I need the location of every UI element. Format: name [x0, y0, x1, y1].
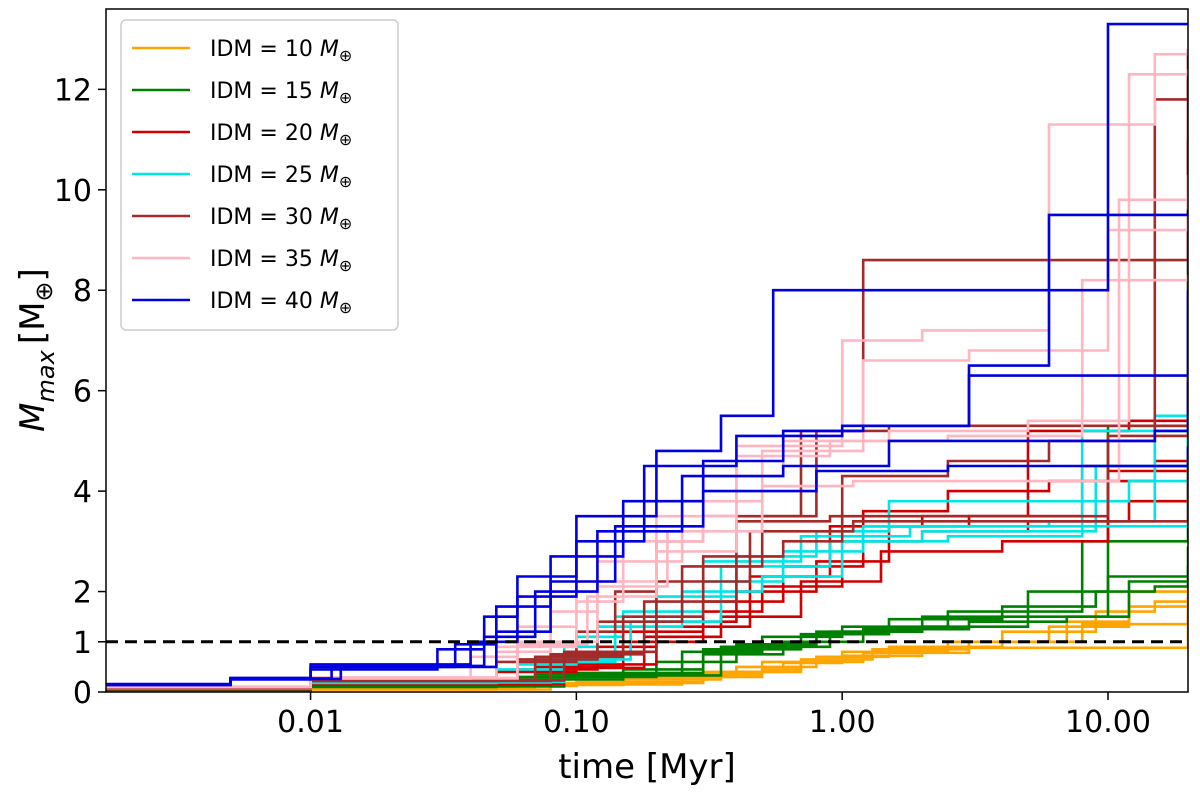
y-tick-label: 12 — [54, 73, 92, 108]
series-6-run-5 — [106, 194, 1188, 689]
y-tick-label: 10 — [54, 174, 92, 209]
y-axis-label-main: M — [13, 402, 53, 431]
x-tick-label: 0.10 — [543, 705, 610, 740]
legend-entry: IDM = 15 M⊕ — [132, 79, 352, 107]
legend-entry: IDM = 25 M⊕ — [132, 163, 352, 191]
plot-frame — [105, 8, 1189, 693]
legend: IDM = 10 M⊕ IDM = 15 M⊕ IDM = 20 M⊕ IDM = 2… — [120, 19, 399, 331]
series-7-run-5 — [106, 445, 1188, 687]
legend-label: IDM = 15 M⊕ — [210, 79, 352, 107]
y-tick-label: 8 — [73, 274, 92, 309]
x-tick-label: 0.01 — [277, 705, 344, 740]
series-2-run-5 — [106, 415, 1188, 692]
legend-entry: IDM = 40 M⊕ — [132, 289, 352, 317]
legend-entry: IDM = 30 M⊕ — [132, 205, 352, 233]
y-tick-label: 6 — [73, 375, 92, 410]
legend-entry: IDM = 10 M⊕ — [132, 37, 352, 65]
legend-box — [120, 19, 399, 331]
series-5-run-5 — [106, 450, 1188, 690]
y-axis-label-unit-sub: ⊕ — [30, 281, 58, 301]
legend-entry: IDM = 35 M⊕ — [132, 247, 352, 275]
legend-label: IDM = 35 M⊕ — [210, 247, 352, 275]
series-layer — [106, 22, 1188, 692]
y-axis-label-unit: [M — [13, 302, 53, 345]
x-axis: 0.01 0.10 1.00 10.00 — [277, 692, 1151, 740]
series-1-run-5 — [106, 576, 1188, 692]
x-tick-label: 1.00 — [809, 705, 876, 740]
legend-label: IDM = 40 M⊕ — [210, 289, 352, 317]
y-axis-label: Mmax [M⊕] — [13, 268, 60, 432]
y-tick-label: 2 — [73, 576, 92, 611]
y-axis-label-close: ] — [13, 268, 53, 281]
x-axis-label: time [Myr] — [558, 747, 736, 787]
series-7-run-4 — [106, 380, 1188, 686]
legend-label: IDM = 30 M⊕ — [210, 205, 352, 233]
y-tick-label: 4 — [73, 475, 92, 510]
y-tick-label: 0 — [73, 676, 92, 711]
legend-label: IDM = 25 M⊕ — [210, 163, 352, 191]
legend-label: IDM = 10 M⊕ — [210, 37, 352, 65]
legend-label: IDM = 20 M⊕ — [210, 121, 352, 149]
x-tick-label: 10.00 — [1065, 705, 1151, 740]
series-7-run-3 — [106, 290, 1188, 686]
y-tick-label: 1 — [73, 626, 92, 661]
legend-entry: IDM = 20 M⊕ — [132, 121, 352, 149]
y-axis-label-sub: max — [32, 349, 60, 402]
